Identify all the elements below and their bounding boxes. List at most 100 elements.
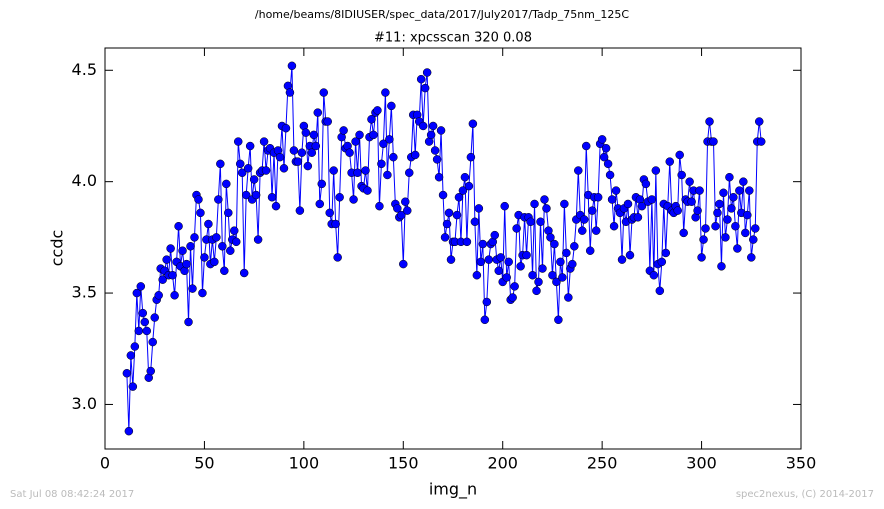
- data-point: [275, 152, 285, 162]
- data-point: [661, 248, 671, 258]
- data-point: [158, 275, 167, 284]
- data-point: [243, 164, 253, 173]
- data-point: [609, 221, 619, 231]
- data-point: [418, 121, 428, 131]
- data-point: [675, 150, 684, 160]
- data-point: [697, 253, 706, 262]
- data-point: [504, 257, 513, 267]
- data-point: [377, 159, 386, 169]
- data-point: [540, 195, 549, 204]
- data-point: [607, 195, 617, 204]
- data-point: [570, 242, 579, 251]
- data-point: [536, 217, 545, 227]
- data-point: [410, 150, 420, 160]
- data-point: [665, 157, 675, 166]
- data-point: [214, 195, 223, 204]
- data-point: [142, 326, 152, 336]
- data-point: [468, 119, 478, 128]
- data-point: [279, 164, 289, 173]
- data-point: [136, 282, 146, 291]
- data-point: [685, 177, 694, 186]
- data-point: [633, 213, 643, 222]
- data-point: [166, 244, 175, 253]
- data-point: [148, 337, 157, 347]
- data-point: [323, 117, 332, 126]
- data-point: [132, 288, 142, 298]
- data-point: [581, 141, 591, 151]
- data-point: [333, 253, 342, 262]
- data-point: [367, 115, 376, 124]
- data-point: [729, 193, 738, 202]
- data-point: [482, 297, 492, 307]
- data-point: [126, 351, 136, 360]
- data-point: [476, 257, 486, 267]
- data-point: [399, 259, 408, 269]
- data-point: [289, 146, 299, 155]
- data-point: [355, 130, 364, 140]
- data-point: [363, 186, 372, 195]
- data-point: [345, 148, 354, 157]
- data-point: [170, 291, 179, 300]
- data-point: [727, 204, 736, 213]
- data-point: [754, 117, 764, 126]
- data-point: [444, 208, 454, 218]
- data-point: [717, 262, 726, 271]
- data-point: [464, 181, 474, 191]
- data-point: [466, 152, 476, 162]
- data-point: [647, 195, 657, 204]
- data-point: [301, 128, 311, 137]
- data-point: [554, 315, 563, 325]
- data-point: [430, 146, 440, 155]
- data-point: [534, 277, 543, 287]
- data-point: [339, 126, 348, 135]
- data-point: [749, 235, 758, 244]
- data-point: [134, 326, 144, 336]
- data-point: [379, 139, 388, 149]
- data-point: [637, 201, 647, 211]
- data-point: [235, 159, 245, 169]
- y-tick-label: 3.5: [72, 283, 97, 302]
- data-point: [315, 199, 325, 209]
- data-point: [309, 130, 319, 140]
- data-point: [313, 108, 323, 117]
- data-point: [403, 206, 412, 215]
- data-point: [361, 166, 370, 175]
- data-point: [383, 170, 392, 180]
- data-point: [249, 175, 259, 184]
- data-point: [585, 246, 595, 255]
- data-point: [426, 130, 436, 140]
- footer-right: spec2nexus, (C) 2014-2017: [736, 489, 874, 500]
- data-point: [237, 168, 247, 178]
- data-point: [546, 233, 555, 242]
- data-point: [393, 204, 402, 213]
- data-point: [723, 215, 732, 224]
- data-point: [241, 190, 251, 200]
- data-point: [599, 152, 609, 162]
- chart-title: /home/beams/8IDIUSER/spec_data/2017/July…: [255, 8, 630, 21]
- data-point: [478, 239, 488, 249]
- y-axis-label: ccdc: [48, 230, 67, 267]
- data-point: [385, 135, 394, 144]
- data-point: [154, 291, 163, 300]
- data-point: [239, 268, 249, 278]
- data-point: [578, 226, 587, 235]
- data-point: [713, 208, 722, 218]
- data-point: [562, 248, 571, 258]
- data-point: [701, 224, 710, 233]
- data-point: [251, 190, 261, 200]
- data-point: [311, 141, 321, 151]
- data-point: [625, 250, 635, 260]
- data-point: [460, 172, 470, 182]
- data-point: [349, 195, 358, 204]
- data-point: [307, 148, 317, 157]
- data-point: [756, 137, 766, 146]
- data-point: [731, 221, 740, 231]
- data-point: [649, 270, 659, 280]
- data-point: [454, 193, 464, 202]
- data-point: [405, 168, 414, 178]
- data-point: [351, 137, 360, 146]
- data-point: [124, 426, 134, 436]
- data-point: [558, 273, 567, 282]
- data-point: [587, 206, 597, 215]
- data-point: [552, 277, 561, 287]
